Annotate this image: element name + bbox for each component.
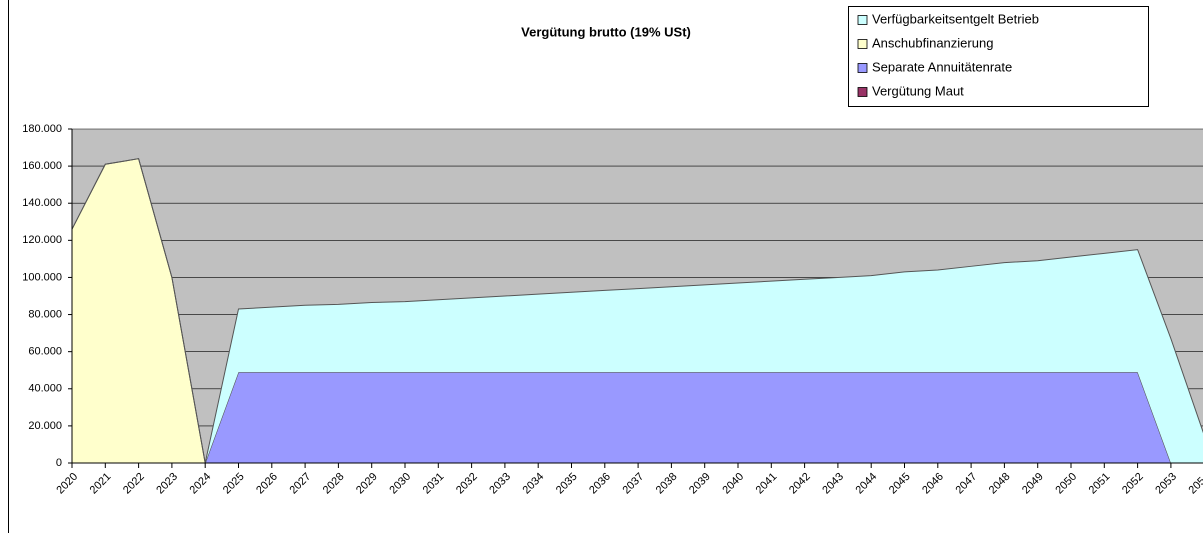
y-tick-label: 80.000 (28, 308, 62, 320)
legend-swatch (857, 87, 868, 97)
legend-swatch (857, 63, 868, 73)
legend-label: Verfügbarkeitsentgelt Betrieb (872, 11, 1039, 26)
legend-box (848, 6, 1149, 107)
y-tick-label: 20.000 (28, 420, 62, 432)
area-fill (72, 158, 1203, 463)
y-tick-label: 140.000 (22, 197, 62, 209)
y-tick-label: 120.000 (22, 234, 62, 246)
legend-label: Vergütung Maut (872, 83, 964, 98)
y-tick-label: 160.000 (22, 160, 62, 172)
y-tick-label: 60.000 (28, 346, 62, 358)
legend-swatch (857, 15, 868, 25)
legend-label: Separate Annuitätenrate (872, 59, 1012, 74)
area-line (71, 158, 1203, 465)
y-tick-label: 180.000 (22, 123, 62, 135)
legend-label: Anschubfinanzierung (872, 35, 993, 50)
chart-title: Vergütung brutto (19% USt) (521, 24, 691, 39)
area-fill (72, 158, 1203, 463)
y-tick-label: 100.000 (22, 271, 62, 283)
legend-swatch (857, 39, 868, 49)
legend: Verfügbarkeitsentgelt Betrieb Anschubfina… (848, 6, 1149, 107)
area-fill (72, 372, 1203, 463)
y-tick-label: 40.000 (28, 383, 62, 395)
area-line (71, 158, 1203, 464)
y-tick-label: 0 (56, 457, 62, 469)
